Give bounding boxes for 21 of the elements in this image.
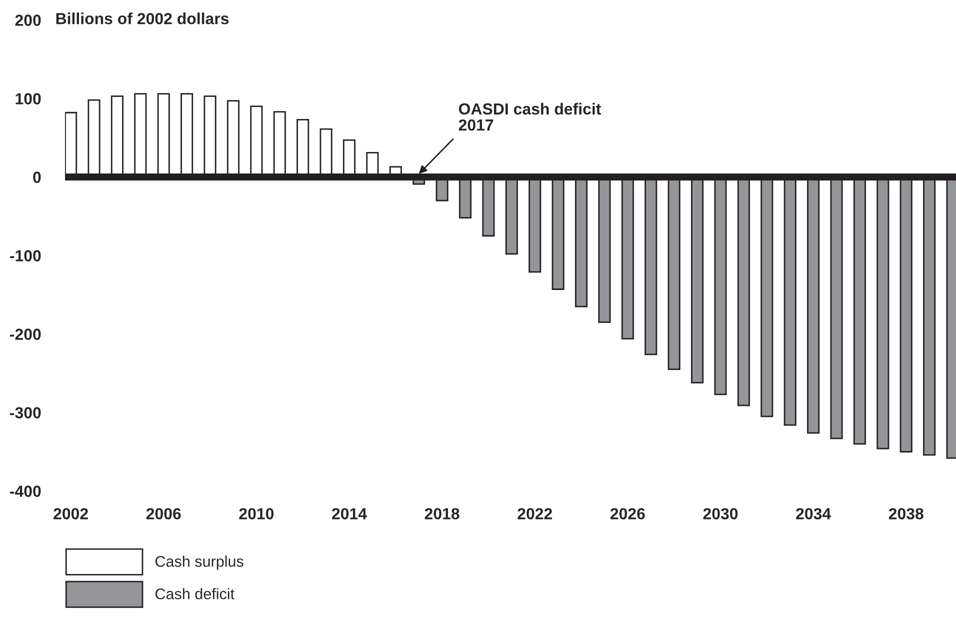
legend-label: Cash surplus <box>156 556 244 570</box>
y-tick-label: -200 <box>10 328 41 340</box>
x-tick-label: 2006 <box>146 508 181 520</box>
y-tick-label: 100 <box>16 93 41 104</box>
y-tick-label: 200 <box>15 14 41 26</box>
y-tick-label: -400 <box>10 486 41 497</box>
annotation: OASDI cash deficit 2017 <box>458 102 601 131</box>
legend-label: Cash deficit <box>156 588 234 600</box>
x-tick-label: 2018 <box>424 508 460 520</box>
x-tick-label: 2010 <box>239 508 274 520</box>
y-tick-label: 0 <box>33 172 41 183</box>
x-tick-label: 2034 <box>796 508 831 520</box>
x-tick-label: 2014 <box>332 508 367 520</box>
x-tick-label: 2022 <box>518 508 552 520</box>
x-tick-label: 2002 <box>54 508 88 520</box>
y-axis-title: Billions of 2002 dollars <box>56 12 229 24</box>
y-tick-label: -300 <box>10 407 41 418</box>
x-tick-label: 2030 <box>703 508 738 520</box>
y-tick-label: -100 <box>10 250 41 262</box>
x-tick-label: 2038 <box>888 508 924 520</box>
x-tick-label: 2026 <box>610 508 645 520</box>
